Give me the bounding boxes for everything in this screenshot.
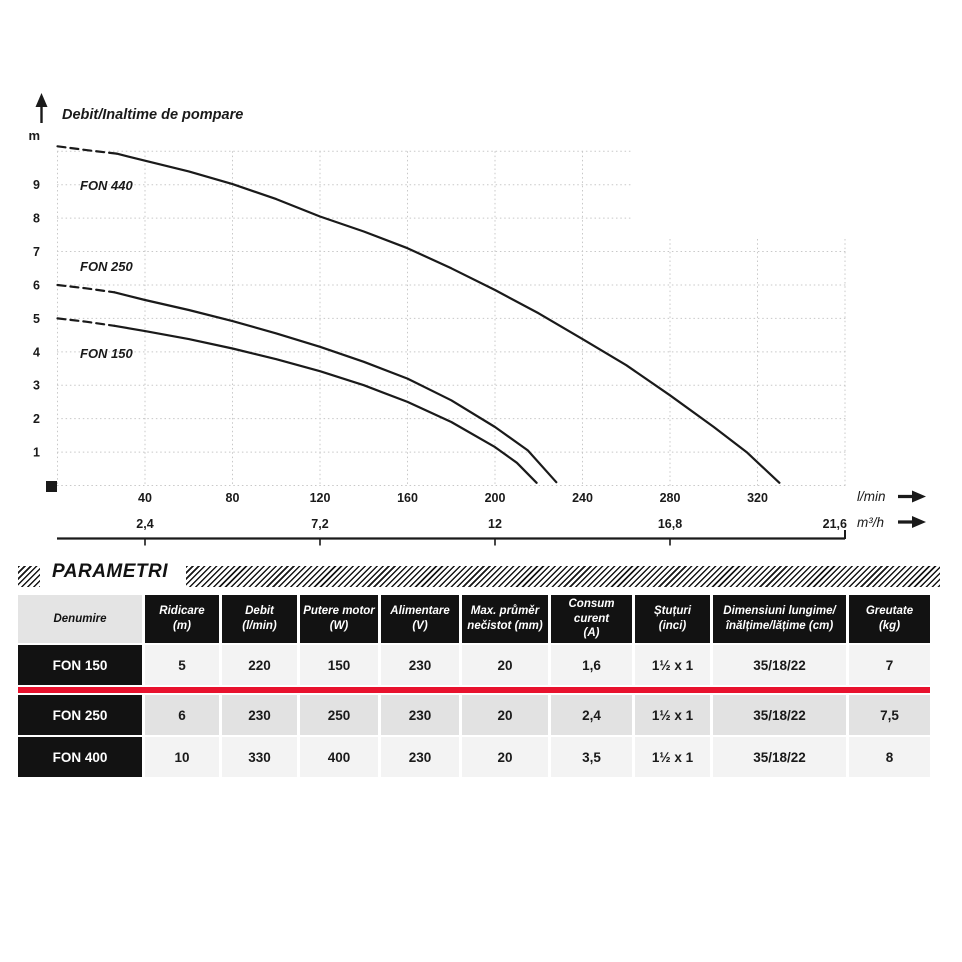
hatch-bar-left xyxy=(18,566,40,587)
curve-label: FON 440 xyxy=(80,178,134,193)
column-header: Max. průměr nečistot (mm) xyxy=(462,595,548,643)
table-value-cell: 20 xyxy=(462,645,548,685)
pump-curve-dashed-lead xyxy=(56,283,116,294)
table-value-cell: 35/18/22 xyxy=(713,645,846,685)
y-tick-label: 2 xyxy=(33,412,40,426)
table-value-cell: 230 xyxy=(381,737,459,777)
column-header: Ridicare (m) xyxy=(145,595,219,643)
table-value-cell: 5 xyxy=(145,645,219,685)
table-value-cell: 1½ x 1 xyxy=(635,737,710,777)
x-tick-labels-m3h: 2,4 7,2 12 16,8 21,6 xyxy=(136,517,847,531)
y-tick-label: 8 xyxy=(33,212,40,226)
y-tick-label: 5 xyxy=(33,312,40,326)
table-value-cell: 230 xyxy=(222,695,297,735)
pump-curves xyxy=(56,145,781,484)
table-value-cell: 35/18/22 xyxy=(713,695,846,735)
x-tick-label: 240 xyxy=(572,491,593,505)
x-tick-label: 80 xyxy=(226,491,240,505)
right-arrow-icon xyxy=(898,490,926,503)
table-value-cell: 400 xyxy=(300,737,378,777)
x-tick-label: 40 xyxy=(138,491,152,505)
table-value-cell: 1½ x 1 xyxy=(635,695,710,735)
curve-label: FON 250 xyxy=(80,259,134,274)
x-axis-secondary: 2,4 7,2 12 16,8 21,6 m³/h xyxy=(57,515,926,546)
origin-marker xyxy=(46,481,57,492)
hatch-bar-right xyxy=(186,566,940,587)
y-tick-label: 7 xyxy=(33,245,40,259)
table-value-cell: 230 xyxy=(381,695,459,735)
pump-curve xyxy=(115,152,781,484)
table-value-cell: 1,6 xyxy=(551,645,632,685)
column-header: Denumire xyxy=(18,595,142,643)
column-header: Debit (l/min) xyxy=(222,595,297,643)
x2-tick-label: 21,6 xyxy=(823,517,847,531)
curve-labels: FON 440 FON 250 FON 150 xyxy=(80,178,134,361)
section-title: PARAMETRI xyxy=(52,561,169,582)
pump-curve xyxy=(113,291,558,484)
x2-tick-label: 12 xyxy=(488,517,502,531)
y-unit-label: m xyxy=(28,128,40,143)
x-tick-label: 160 xyxy=(397,491,418,505)
table-value-cell: 230 xyxy=(381,645,459,685)
parametri-table: Denumire Ridicare (m) Debit (l/min) Putere … xyxy=(18,595,930,777)
table-value-cell: 2,4 xyxy=(551,695,632,735)
table-value-cell: 1½ x 1 xyxy=(635,645,710,685)
table-value-cell: 330 xyxy=(222,737,297,777)
table-value-cell: 20 xyxy=(462,695,548,735)
x-tick-label: 280 xyxy=(660,491,681,505)
table-value-cell: 10 xyxy=(145,737,219,777)
x2-tick-label: 16,8 xyxy=(658,517,682,531)
table-value-cell: 220 xyxy=(222,645,297,685)
column-header: Ștuțuri (inci) xyxy=(635,595,710,643)
column-header: Consum curent (A) xyxy=(551,595,632,643)
table-name-cell: FON 250 xyxy=(18,695,142,735)
table-value-cell: 6 xyxy=(145,695,219,735)
x-tick-label: 120 xyxy=(310,491,331,505)
table-value-cell: 35/18/22 xyxy=(713,737,846,777)
x-axis-primary: 40 80 120 160 200 240 280 320 l/min xyxy=(138,489,926,505)
y-tick-label: 9 xyxy=(33,178,40,192)
column-header: Greutate (kg) xyxy=(849,595,930,643)
x-tick-label: 320 xyxy=(747,491,768,505)
y-tick-labels: 1 2 3 4 5 6 7 8 9 xyxy=(33,178,40,459)
table-value-cell: 20 xyxy=(462,737,548,777)
table-value-cell: 250 xyxy=(300,695,378,735)
table-value-cell: 7 xyxy=(849,645,930,685)
table-value-cell: 7,5 xyxy=(849,695,930,735)
x-tick-label: 200 xyxy=(485,491,506,505)
table-value-cell: 150 xyxy=(300,645,378,685)
table-value-cell: 3,5 xyxy=(551,737,632,777)
x2-tick-label: 2,4 xyxy=(136,517,153,531)
y-tick-label: 1 xyxy=(33,446,40,460)
red-divider-line xyxy=(18,687,930,693)
y-tick-label: 4 xyxy=(33,345,40,359)
pump-curve-dashed-lead xyxy=(56,317,116,327)
x2-tick-label: 7,2 xyxy=(311,517,328,531)
x-tick-labels-lmin: 40 80 120 160 200 240 280 320 xyxy=(138,491,768,505)
up-arrow-icon xyxy=(35,93,48,107)
table-name-cell: FON 400 xyxy=(18,737,142,777)
curve-label: FON 150 xyxy=(80,346,134,361)
y-axis: m xyxy=(28,93,48,143)
table-name-cell: FON 150 xyxy=(18,645,142,685)
y-tick-label: 6 xyxy=(33,278,40,292)
x-unit-primary-label: l/min xyxy=(857,489,886,504)
x-unit-secondary-label: m³/h xyxy=(857,515,884,530)
grid-lines xyxy=(57,150,847,486)
y-tick-label: 3 xyxy=(33,379,40,393)
column-header: Dimensiuni lungime/ înălțime/lățime (cm) xyxy=(713,595,846,643)
right-arrow-icon xyxy=(898,516,926,528)
column-header: Putere motor (W) xyxy=(300,595,378,643)
pump-curve-dashed-lead xyxy=(56,145,118,155)
m3h-axis-ticks xyxy=(144,538,671,546)
column-header: Alimentare (V) xyxy=(381,595,459,643)
chart-title: Debit/Inaltime de pompare xyxy=(62,107,243,123)
pump-curve xyxy=(113,324,538,484)
table-value-cell: 8 xyxy=(849,737,930,777)
